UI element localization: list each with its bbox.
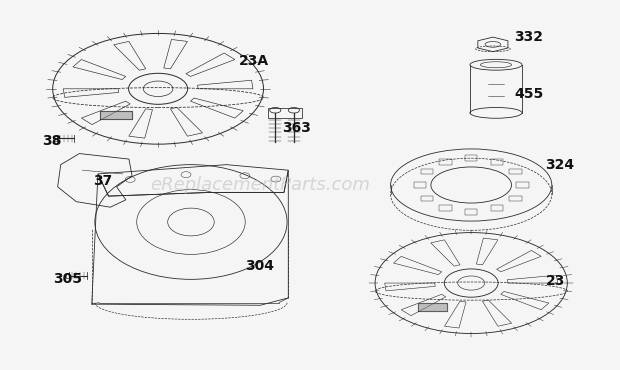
Text: 304: 304 <box>245 259 274 273</box>
Text: 23A: 23A <box>239 54 269 68</box>
Text: 332: 332 <box>515 30 544 44</box>
Text: 455: 455 <box>515 87 544 101</box>
Text: 23: 23 <box>546 274 565 288</box>
Text: 363: 363 <box>282 121 311 135</box>
Text: eReplacementParts.com: eReplacementParts.com <box>151 176 370 194</box>
Text: 38: 38 <box>42 134 61 148</box>
Text: 305: 305 <box>53 272 82 286</box>
Text: 37: 37 <box>93 174 112 188</box>
Text: 324: 324 <box>546 158 575 172</box>
